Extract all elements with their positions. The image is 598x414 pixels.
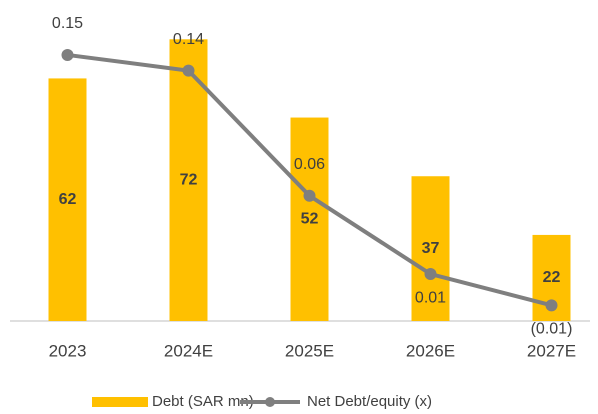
- line-point: [424, 268, 437, 281]
- line-label: (0.01): [531, 321, 573, 338]
- line-point: [545, 299, 558, 312]
- line-label: 0.14: [173, 31, 204, 48]
- bar: [411, 176, 450, 321]
- x-tick-label: 2024E: [164, 341, 213, 360]
- bar-label: 37: [422, 240, 440, 257]
- x-tick-label: 2026E: [406, 341, 455, 360]
- legend-label: Debt (SAR mn): [152, 393, 254, 410]
- line-point: [182, 64, 195, 77]
- line-point: [303, 189, 316, 202]
- x-tick-label: 2025E: [285, 341, 334, 360]
- line-label: 0.01: [415, 289, 446, 306]
- bar: [48, 78, 87, 321]
- bar-label: 72: [180, 171, 198, 188]
- legend-swatch-dot: [265, 397, 275, 407]
- bar-label: 52: [301, 210, 319, 227]
- legend-label: Net Debt/equity (x): [307, 393, 432, 410]
- line-label: 0.15: [52, 15, 83, 32]
- legend-swatch: [92, 397, 148, 407]
- line-point: [61, 48, 74, 61]
- x-tick-label: 2027E: [527, 341, 576, 360]
- bar: [290, 117, 329, 321]
- bar-label: 22: [543, 269, 561, 286]
- bar-label: 62: [59, 191, 77, 208]
- x-tick-label: 2023: [49, 341, 87, 360]
- line-label: 0.06: [294, 156, 325, 173]
